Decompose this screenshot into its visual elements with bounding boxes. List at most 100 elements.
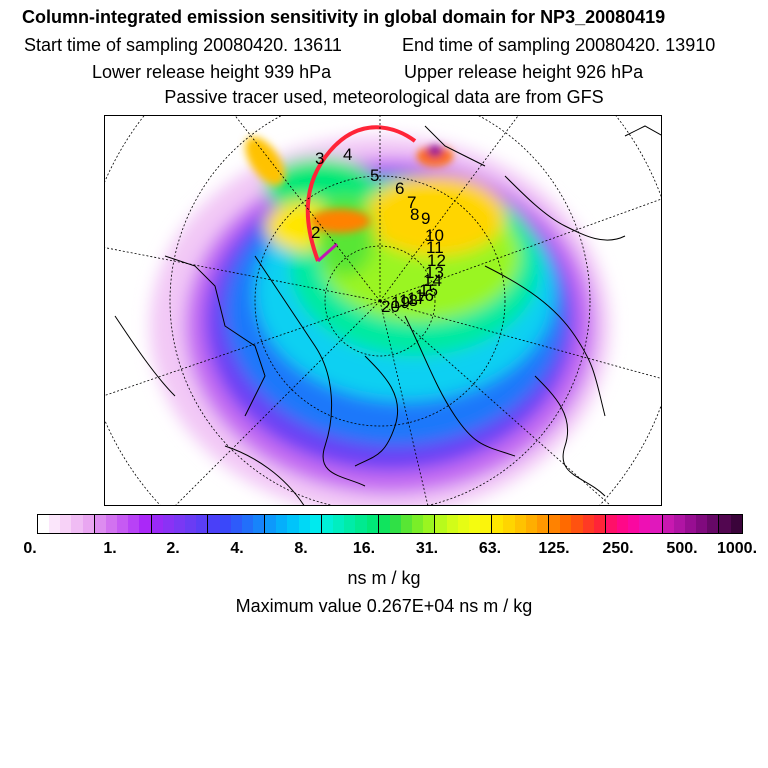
end-time-label: End time of sampling 20080420. 13910 [402, 35, 716, 55]
colorbar-swatch [628, 515, 640, 533]
colorbar-swatch [344, 515, 356, 533]
trajectory-label: 5 [370, 166, 379, 185]
colorbar-swatch [252, 515, 266, 533]
trajectory-label: 2 [311, 223, 320, 242]
colorbar-swatch [185, 515, 197, 533]
colorbar-tick-label: 250. [602, 540, 634, 557]
colorbar-tick-label: 16. [352, 540, 376, 557]
start-time-label: Start time of sampling 20080420. 13611 [24, 35, 342, 55]
colorbar-swatch [605, 515, 617, 533]
colorbar-tick-label: 8. [294, 540, 308, 557]
trajectory-label: 3 [315, 149, 324, 168]
colorbar-swatch [468, 515, 481, 533]
colorbar-swatch [423, 515, 436, 533]
colorbar-swatch [730, 515, 742, 533]
colorbar-tick-label: 1000. [716, 540, 758, 557]
graticule [105, 116, 661, 505]
maximum-value-label: Maximum value 0.267E+04 ns m / kg [235, 596, 533, 616]
colorbar-tick-label: 2. [166, 540, 180, 557]
trajectory-label: 6 [395, 179, 404, 198]
colorbar-swatch [128, 515, 140, 533]
colorbar-swatch [366, 515, 379, 533]
colorbar-swatch [71, 515, 83, 533]
colorbar-swatch [571, 515, 583, 533]
colorbar [37, 514, 743, 534]
colorbar-swatch [230, 515, 242, 533]
colorbar-swatch [309, 515, 322, 533]
colorbar-swatch [673, 515, 685, 533]
trajectory-label: 7 [407, 193, 416, 212]
colorbar-swatch [355, 515, 367, 533]
colorbar-swatch [321, 515, 334, 533]
colorbar-swatch [593, 515, 606, 533]
trajectory-label: 16 [415, 286, 434, 305]
lower-release-label: Lower release height 939 hPa [92, 62, 332, 82]
colorbar-swatch [162, 515, 174, 533]
colorbar-swatch [719, 515, 731, 533]
colorbar-swatch [287, 515, 299, 533]
trajectory-label: 15 [419, 281, 438, 300]
colorbar-swatch [276, 515, 288, 533]
colorbar-swatch [446, 515, 458, 533]
colorbar-swatch [696, 515, 708, 533]
upper-release-label: Upper release height 926 hPa [404, 62, 644, 82]
colorbar-unit-label: ns m / kg [347, 568, 421, 588]
colorbar-swatch [49, 515, 61, 533]
colorbar-swatch [196, 515, 209, 533]
colorbar-swatch [117, 515, 129, 533]
colorbar-swatch [219, 515, 231, 533]
trajectory-label: 10 [425, 226, 444, 245]
colorbar-swatch [457, 515, 469, 533]
colorbar-swatch [514, 515, 526, 533]
coastlines [114, 125, 661, 505]
colorbar-swatch [265, 515, 277, 533]
colorbar-swatch [435, 515, 447, 533]
colorbar-swatch [662, 515, 674, 533]
colorbar-swatch [536, 515, 550, 533]
trajectory-label: 18 [399, 291, 418, 310]
colorbar-swatch [401, 515, 413, 533]
colorbar-swatch [639, 515, 651, 533]
colorbar-tick-label: 63. [478, 540, 502, 557]
colorbar-swatch [560, 515, 572, 533]
colorbar-swatch [412, 515, 424, 533]
colorbar-swatch [650, 515, 663, 533]
colorbar-swatch [684, 515, 697, 533]
colorbar-tick-label: 125. [538, 540, 570, 557]
colorbar-swatch [139, 515, 152, 533]
colorbar-tick-label: 31. [415, 540, 439, 557]
colorbar-swatch [60, 515, 72, 533]
colorbar-swatch [38, 515, 50, 533]
colorbar-swatch [492, 515, 504, 533]
trajectory-label: 20 [381, 297, 400, 316]
colorbar-swatch [82, 515, 95, 533]
colorbar-swatch [503, 515, 515, 533]
colorbar-swatch [480, 515, 493, 533]
plot-title: Column-integrated emission sensitivity i… [22, 7, 666, 27]
trajectory-label: 9 [421, 209, 430, 228]
colorbar-tick-label: 0. [23, 540, 37, 557]
colorbar-swatch [298, 515, 310, 533]
trajectory-label: 8 [410, 205, 419, 224]
colorbar-tick-label: 1. [103, 540, 117, 557]
colorbar-swatch [525, 515, 537, 533]
trajectory-label: 12 [427, 251, 446, 270]
trajectory-label: 13 [425, 263, 444, 282]
colorbar-swatch [707, 515, 720, 533]
colorbar-swatch [378, 515, 390, 533]
colorbar-swatch [208, 515, 220, 533]
colorbar-swatch [333, 515, 345, 533]
colorbar-tick-label: 500. [666, 540, 698, 557]
colorbar-swatch [616, 515, 629, 533]
map-frame: 2 3 4 5 6 7 8 9 10 11 12 13 14 15 16 17 18 19 20 [104, 115, 662, 506]
colorbar-swatch [389, 515, 401, 533]
colorbar-swatch [94, 515, 106, 533]
colorbar-swatch [241, 515, 253, 533]
colorbar-swatch [549, 515, 561, 533]
trajectory-label: 14 [423, 271, 442, 290]
colorbar-tick-label: 4. [230, 540, 244, 557]
trajectory-label: 17 [407, 289, 426, 308]
trajectory-label: 19 [391, 293, 410, 312]
colorbar-swatch [582, 515, 594, 533]
